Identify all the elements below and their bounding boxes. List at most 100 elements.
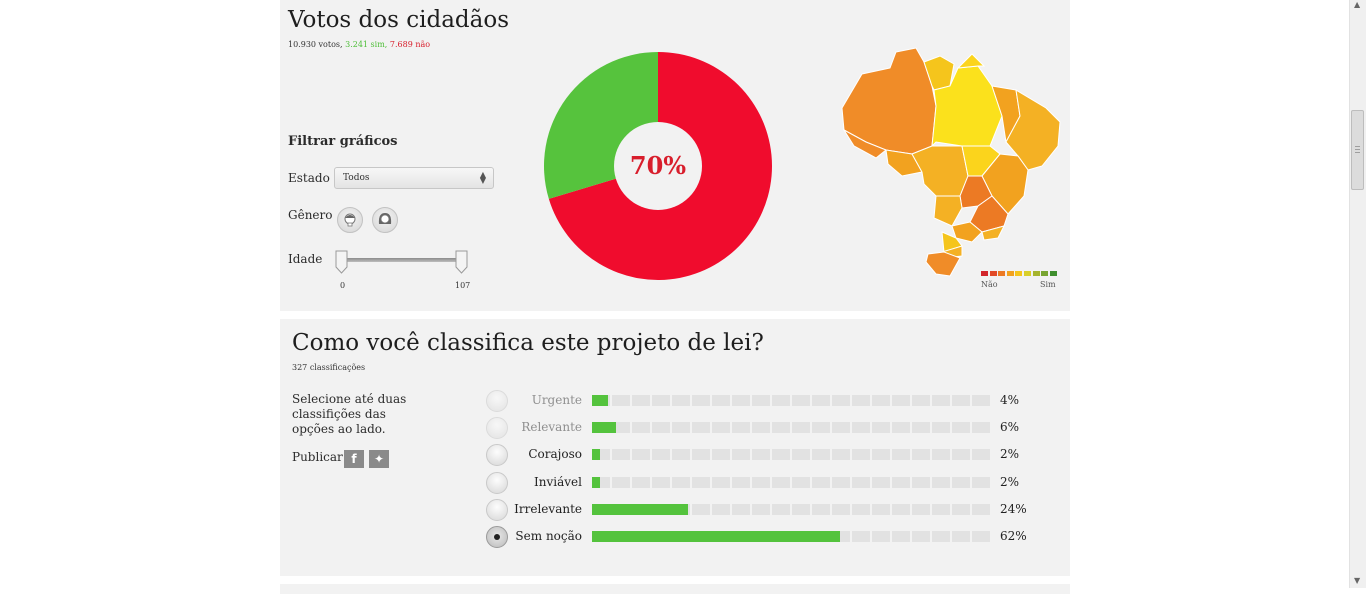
bar-segment bbox=[752, 449, 770, 461]
option-radio-4[interactable] bbox=[486, 471, 508, 494]
option-bar bbox=[592, 531, 990, 542]
scroll-up-arrow-icon[interactable]: ▲ bbox=[1354, 0, 1361, 9]
option-radio-6[interactable] bbox=[486, 526, 508, 548]
bar-segment bbox=[772, 395, 790, 406]
bar-segment bbox=[792, 395, 810, 406]
option-radio-2[interactable] bbox=[486, 417, 508, 440]
bar-segment bbox=[592, 449, 610, 461]
option-label[interactable]: Relevante bbox=[521, 420, 582, 435]
option-radio-3[interactable] bbox=[486, 444, 508, 467]
brazil-map[interactable] bbox=[832, 46, 1062, 278]
bar-segment bbox=[672, 422, 690, 434]
female-gender-button[interactable] bbox=[372, 207, 398, 233]
estado-select-value: Todos bbox=[343, 173, 370, 183]
bar-segment bbox=[832, 531, 850, 542]
option-radio-1[interactable] bbox=[486, 390, 508, 412]
estado-select[interactable]: Todos ▲ ▼ bbox=[334, 167, 494, 189]
map-state-ap[interactable] bbox=[956, 53, 986, 69]
bar-segment bbox=[872, 449, 890, 461]
bar-segment bbox=[732, 422, 750, 434]
option-percentage: 62% bbox=[1000, 529, 1027, 543]
male-gender-button[interactable] bbox=[337, 207, 363, 233]
select-arrows-icon: ▲ ▼ bbox=[479, 170, 486, 185]
map-legend-cell bbox=[989, 271, 997, 276]
votes-total: 10.930 votos, bbox=[288, 40, 343, 49]
votes-title: Votos dos cidadãos bbox=[288, 7, 509, 33]
map-state-ms[interactable] bbox=[933, 195, 963, 227]
bar-segment bbox=[872, 531, 890, 542]
bar-segment bbox=[932, 531, 950, 542]
option-bar bbox=[592, 449, 990, 461]
option-percentage: 24% bbox=[1000, 501, 1027, 516]
bar-segment bbox=[972, 449, 990, 461]
bar-segment bbox=[852, 476, 870, 488]
option-percentage: 2% bbox=[1000, 447, 1020, 462]
bar-segment bbox=[732, 395, 750, 406]
bar-segment bbox=[872, 476, 890, 488]
votes-panel: Votos dos cidadãos 10.930 votos, 3.241 s… bbox=[280, 0, 1070, 311]
option-label[interactable]: Irrelevante bbox=[514, 501, 582, 516]
option-percentage: 4% bbox=[1000, 393, 1020, 407]
bar-segment bbox=[892, 503, 910, 515]
facebook-icon: f bbox=[351, 452, 357, 466]
map-state-ne[interactable] bbox=[1005, 89, 1061, 171]
age-slider-track[interactable] bbox=[342, 258, 464, 262]
bar-segment bbox=[772, 449, 790, 461]
bar-segment bbox=[932, 395, 950, 406]
bar-segment bbox=[972, 476, 990, 488]
option-label[interactable]: Inviável bbox=[534, 474, 582, 489]
map-legend-cell bbox=[1032, 271, 1040, 276]
option-radio-5[interactable] bbox=[486, 498, 508, 521]
bar-segment bbox=[952, 531, 970, 542]
map-state-pa[interactable] bbox=[931, 65, 1003, 148]
bar-fill bbox=[592, 503, 688, 515]
bar-segment bbox=[852, 395, 870, 406]
option-bar bbox=[592, 395, 990, 406]
option-label[interactable]: Urgente bbox=[531, 393, 582, 407]
classification-panel: Como você classifica este projeto de lei… bbox=[280, 319, 1070, 576]
option-label[interactable]: Corajoso bbox=[528, 447, 582, 462]
bar-segment bbox=[972, 503, 990, 515]
map-legend-nao: Não bbox=[981, 280, 998, 289]
age-min-handle[interactable] bbox=[335, 250, 348, 274]
bar-segment bbox=[612, 449, 630, 461]
bar-fill bbox=[592, 449, 600, 461]
classification-title: Como você classifica este projeto de lei… bbox=[292, 330, 764, 356]
bar-segment bbox=[792, 449, 810, 461]
bar-segment bbox=[892, 449, 910, 461]
map-legend-cell bbox=[998, 271, 1006, 276]
bar-segment bbox=[712, 449, 730, 461]
page-scrollbar[interactable]: ▲ ▼ bbox=[1349, 0, 1366, 588]
bar-segment bbox=[652, 476, 670, 488]
map-state-ac[interactable] bbox=[842, 128, 887, 159]
map-legend-cell bbox=[1049, 271, 1057, 276]
bar-segment bbox=[952, 449, 970, 461]
bar-segment bbox=[692, 476, 710, 488]
bar-segment bbox=[912, 476, 930, 488]
bar-segment bbox=[912, 449, 930, 461]
scrollbar-thumb[interactable] bbox=[1351, 110, 1364, 190]
bar-segment bbox=[652, 395, 670, 406]
filter-title: Filtrar gráficos bbox=[288, 134, 398, 149]
bar-segment bbox=[732, 449, 750, 461]
bar-segment bbox=[752, 422, 770, 434]
facebook-share-button[interactable]: f bbox=[344, 450, 364, 468]
age-max-handle[interactable] bbox=[455, 250, 468, 274]
bar-segment bbox=[832, 449, 850, 461]
option-percentage: 2% bbox=[1000, 474, 1020, 489]
twitter-icon: ✦ bbox=[373, 452, 385, 466]
next-panel bbox=[280, 584, 1070, 594]
twitter-share-button[interactable]: ✦ bbox=[369, 450, 389, 468]
bar-segment bbox=[972, 531, 990, 542]
map-legend-cell bbox=[1006, 271, 1014, 276]
option-label[interactable]: Sem noção bbox=[515, 529, 582, 543]
map-state-rj[interactable] bbox=[981, 225, 1005, 241]
map-legend-cell bbox=[1024, 271, 1031, 276]
age-min-value: 0 bbox=[340, 281, 346, 290]
bar-segment bbox=[852, 449, 870, 461]
votes-nao: 7.689 não bbox=[389, 40, 431, 49]
map-state-rs[interactable] bbox=[925, 251, 961, 277]
map-state-sp[interactable] bbox=[951, 221, 983, 243]
scrollbar-grip bbox=[1355, 152, 1360, 153]
scroll-down-arrow-icon[interactable]: ▼ bbox=[1354, 576, 1361, 585]
